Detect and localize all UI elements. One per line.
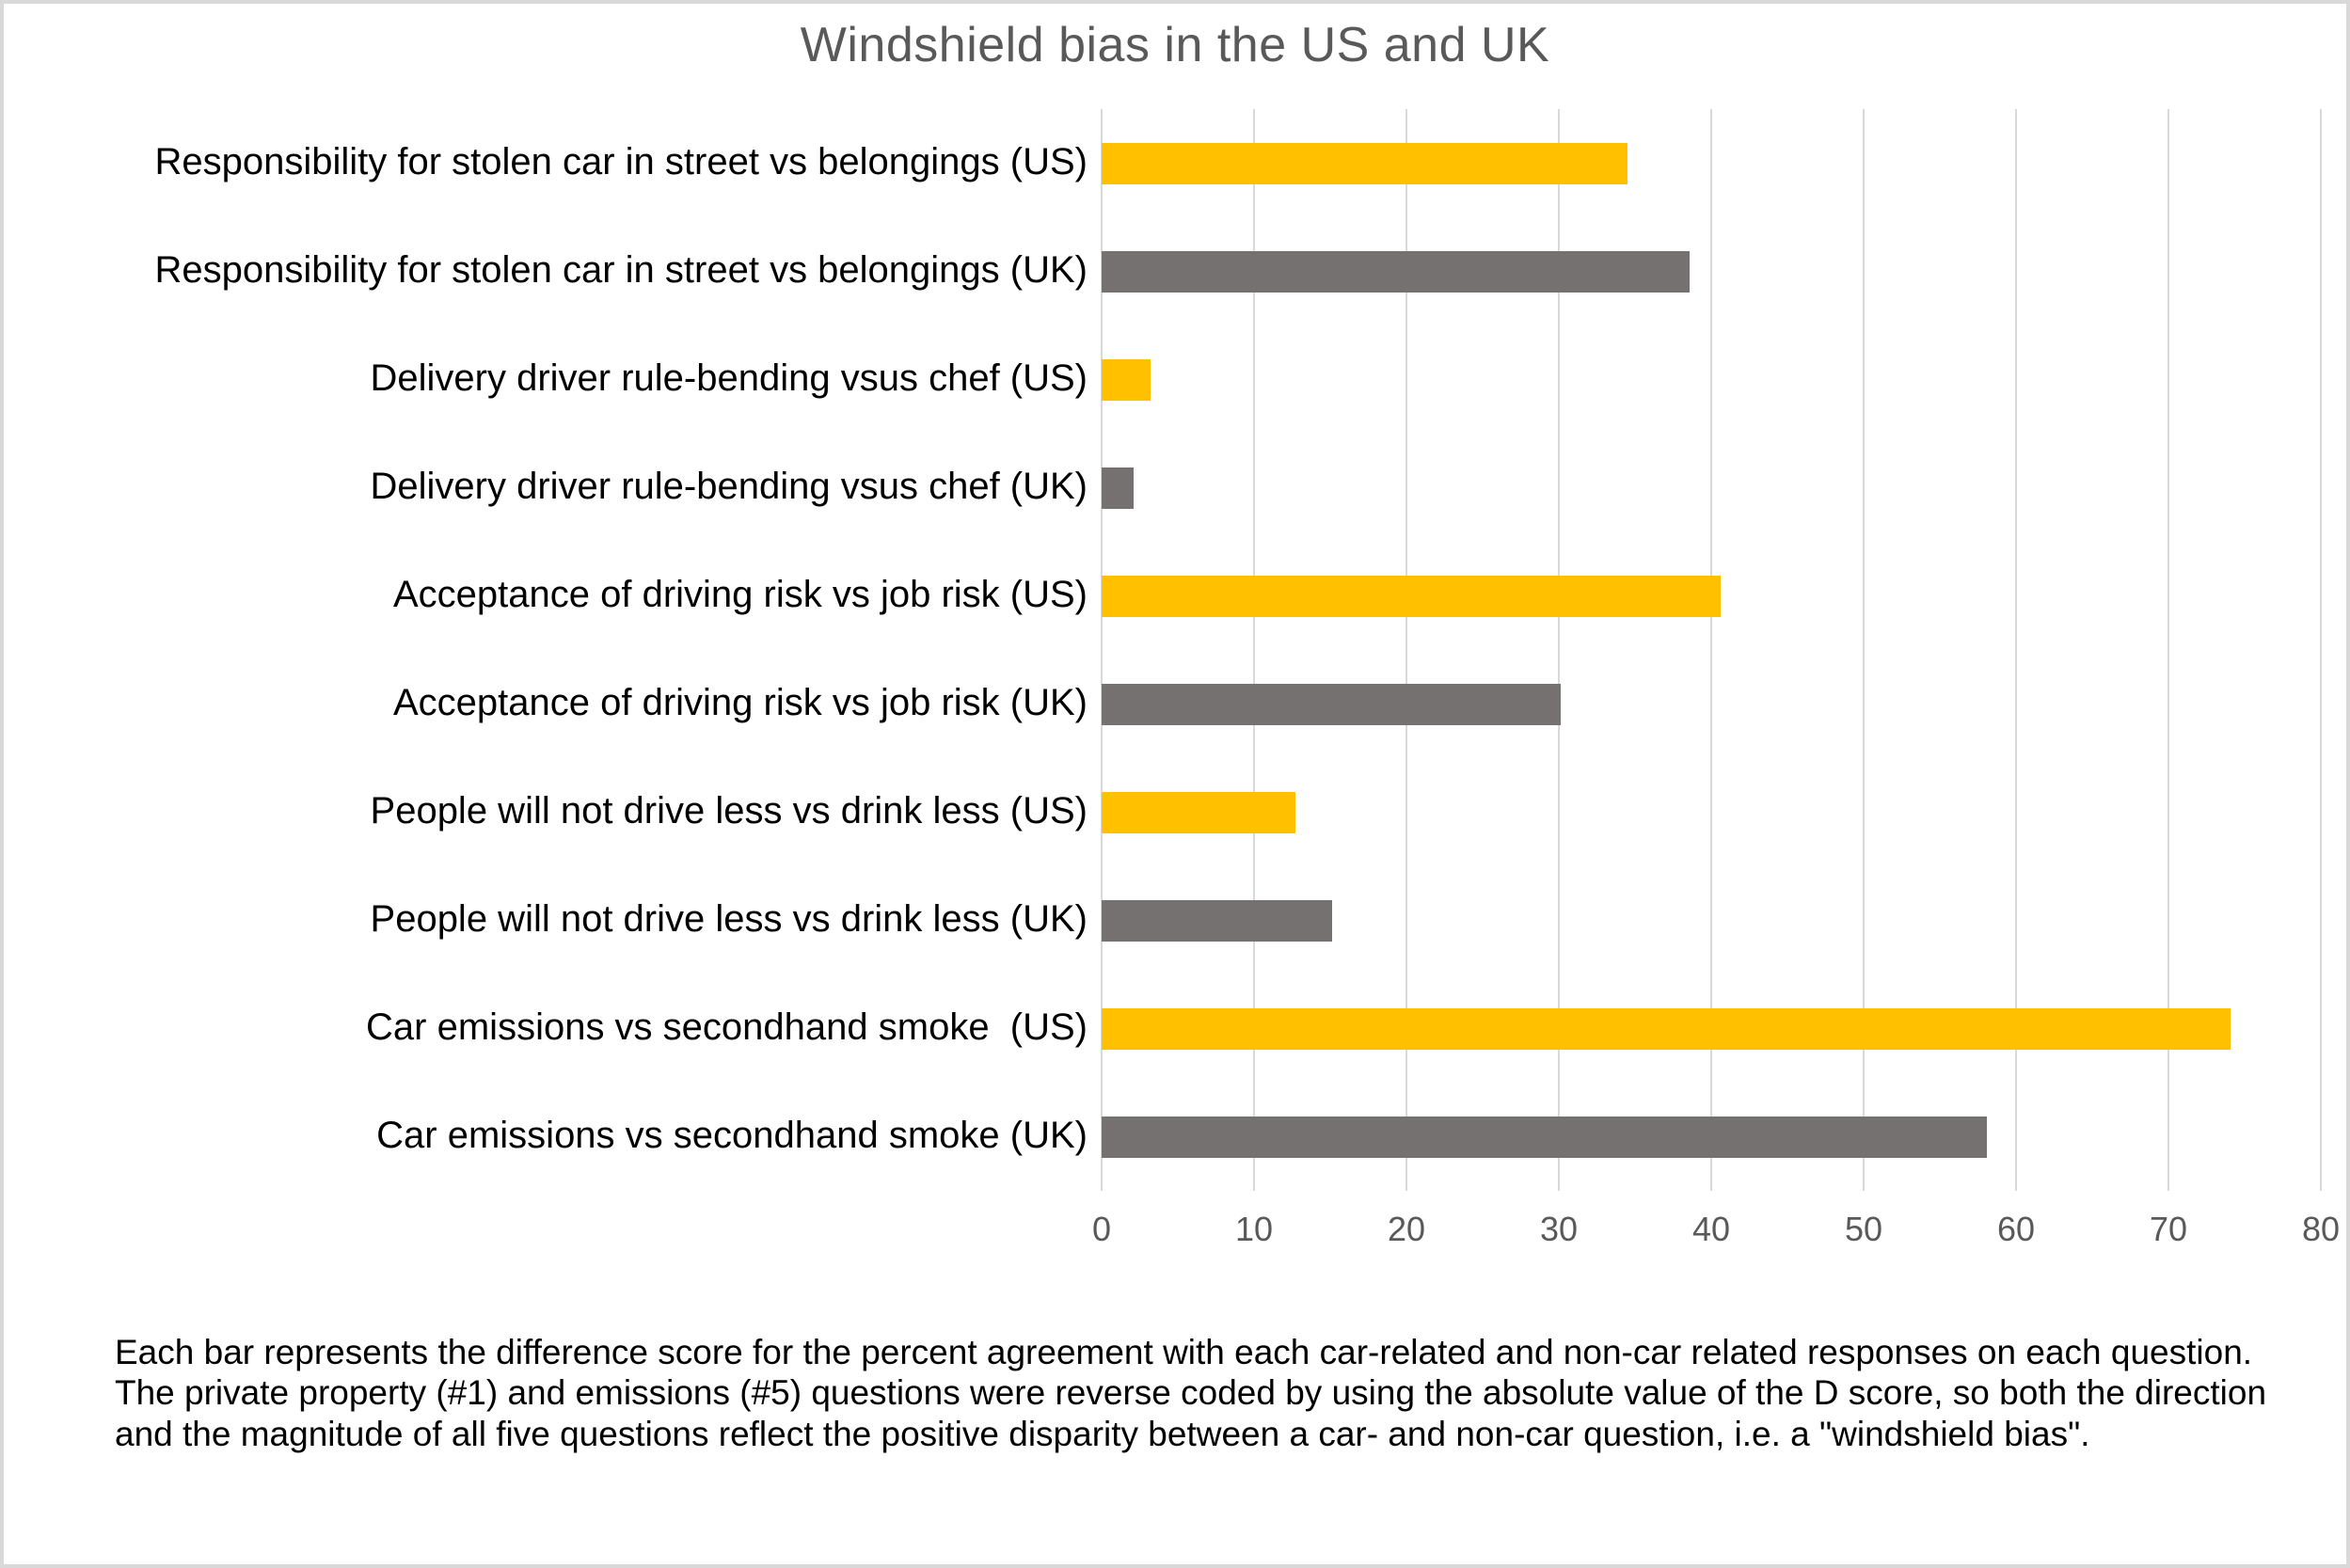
bar [1102,250,1691,293]
x-tick-label: 0 [1091,1210,1112,1248]
category-label: Acceptance of driving risk vs job risk (… [392,681,1088,723]
bar [1102,683,1561,725]
gridline [2167,109,2169,1191]
gridline [2320,109,2322,1191]
category-label: Car emissions vs secondhand smoke (US) [366,1006,1088,1048]
x-tick-label: 10 [1234,1210,1274,1248]
gridline [1101,109,1103,1191]
bar [1102,467,1135,509]
gridline [1558,109,1560,1191]
chart-title: Windshield bias in the US and UK [800,18,1550,72]
category-label: Acceptance of driving risk vs job risk (… [392,573,1088,615]
category-label: People will not drive less vs drink less… [370,897,1088,940]
x-tick-label: 50 [1844,1210,1883,1248]
gridline [1253,109,1255,1191]
gridline [2015,109,2017,1191]
x-tick-label: 20 [1387,1210,1426,1248]
x-tick-label: 80 [2301,1210,2341,1248]
category-label: Delivery driver rule-bending vsus chef (… [370,465,1088,507]
x-tick-label: 30 [1539,1210,1579,1248]
bar [1102,899,1332,942]
gridline [1405,109,1407,1191]
chart-caption: Each bar represents the difference score… [115,1333,2267,1453]
gridline [1710,109,1712,1191]
x-tick-label: 40 [1691,1210,1731,1248]
category-label: People will not drive less vs drink less… [370,789,1088,832]
category-label: Car emissions vs secondhand smoke (UK) [376,1114,1088,1156]
category-label: Responsibility for stolen car in street … [154,140,1088,182]
bar [1102,142,1628,184]
x-tick-label: 60 [1996,1210,2036,1248]
plot-area [1101,109,2322,1191]
category-label: Delivery driver rule-bending vsus chef (… [370,356,1088,399]
bar [1102,791,1295,833]
category-labels: Responsibility for stolen car in street … [23,109,1088,1191]
bar [1102,1007,2231,1050]
x-tick-label: 70 [2149,1210,2188,1248]
x-axis: 0 10 20 30 40 50 60 70 80 [1092,1210,2340,1257]
bar [1102,1116,1988,1158]
bar [1102,575,1721,617]
category-label: Responsibility for stolen car in street … [154,248,1088,291]
bar [1102,358,1151,401]
gridline [1863,109,1865,1191]
